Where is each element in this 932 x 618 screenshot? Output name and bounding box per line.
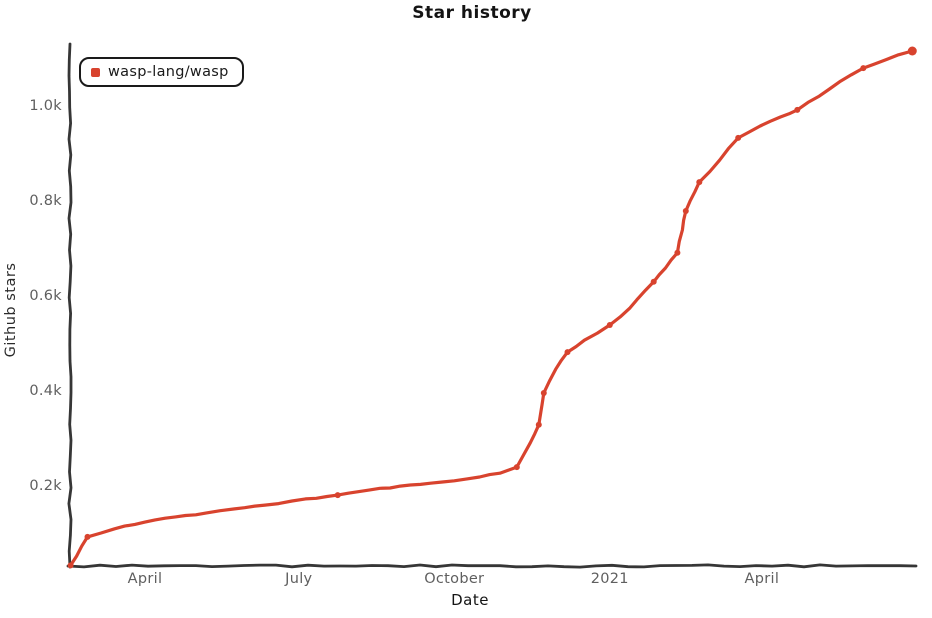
- data-point: [334, 492, 341, 499]
- x-tick-label: April: [127, 571, 163, 587]
- data-point: [84, 533, 91, 540]
- x-axis-label: Date: [451, 591, 489, 609]
- data-point: [535, 421, 542, 428]
- y-tick-label: 0.4k: [29, 383, 62, 399]
- data-point: [540, 390, 547, 396]
- x-tick-label: July: [285, 571, 313, 587]
- x-tick-label: 2021: [590, 571, 629, 587]
- y-tick-label: 0.6k: [29, 288, 62, 304]
- y-tick-label: 1.0k: [29, 98, 62, 114]
- x-tick-label: October: [424, 571, 485, 587]
- data-point: [682, 208, 689, 214]
- x-axis-spine: [66, 563, 918, 569]
- data-point: [907, 46, 917, 56]
- data-point: [606, 322, 613, 328]
- data-point: [860, 65, 867, 72]
- data-point: [674, 249, 681, 256]
- series-name: wasp-lang/wasp: [108, 64, 229, 80]
- chart-title: Star history: [412, 3, 532, 23]
- data-point: [735, 134, 742, 141]
- x-tick-label: April: [744, 571, 780, 587]
- y-tick-label: 0.8k: [29, 193, 62, 209]
- series-swatch: [91, 67, 100, 77]
- data-point: [650, 278, 657, 285]
- star-history-line: [69, 49, 914, 567]
- data-point: [513, 464, 520, 471]
- y-axis-spine: [67, 42, 73, 569]
- data-point: [564, 349, 571, 356]
- y-axis-label: Github stars: [3, 262, 19, 358]
- data-point: [696, 179, 703, 186]
- data-point: [67, 562, 74, 569]
- legend: wasp-lang/wasp: [79, 57, 244, 87]
- y-tick-label: 0.2k: [29, 478, 62, 494]
- data-point: [794, 106, 801, 113]
